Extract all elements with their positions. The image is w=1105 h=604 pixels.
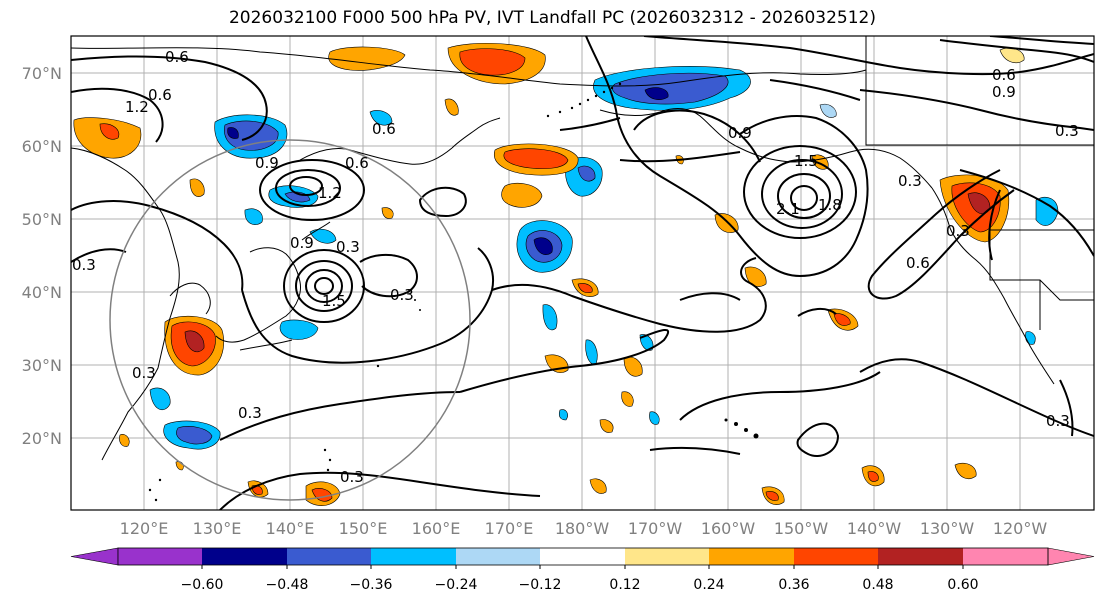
colorbar-segment (456, 548, 540, 565)
colorbar-segment (625, 548, 709, 565)
contour-label: 1.2 (125, 98, 149, 116)
colorbar-segment (287, 548, 371, 565)
contour-label: 0.6 (148, 86, 172, 104)
colorbar-segment (794, 548, 878, 565)
lon-label: 130°W (920, 519, 975, 538)
lat-label: 40°N (22, 283, 62, 302)
colorbar-segment (540, 548, 625, 565)
contour-label: 0.9 (728, 124, 752, 142)
pv-contours (71, 36, 1094, 510)
contour-label: 0.6 (992, 66, 1016, 84)
contour-label: 0.3 (898, 172, 922, 190)
lat-label: 60°N (22, 137, 62, 156)
contour-label: 0.3 (238, 404, 262, 422)
map-frame (70, 35, 1095, 511)
lat-label: 30°N (22, 356, 62, 375)
lon-label: 130°E (193, 519, 242, 538)
colorbar-segment (118, 548, 202, 565)
colorbar-tick-labels: −0.60 −0.48 −0.36 −0.24 −0.12 0.12 0.24 … (181, 577, 979, 593)
landfall-radius-circle (109, 139, 471, 501)
contour-label: 0.9 (255, 154, 279, 172)
colorbar-extend-min (70, 547, 119, 566)
lon-label: 170°W (628, 519, 683, 538)
lon-label: 170°E (485, 519, 534, 538)
colorbar-tick-label: 0.12 (609, 577, 640, 593)
lon-label: 160°E (412, 519, 461, 538)
contour-label: 0.3 (132, 364, 156, 382)
colorbar-tick-label: −0.12 (519, 577, 562, 593)
contour-label: 1.5 (794, 152, 818, 170)
colorbar-tick-label: −0.36 (350, 577, 393, 593)
colorbar-frame (117, 547, 1049, 566)
contour-label: 0.6 (165, 48, 189, 66)
lon-label: 150°W (774, 519, 829, 538)
contour-label: 1.5 (322, 292, 346, 310)
coastlines (71, 36, 1094, 461)
contour-label: 0.6 (372, 120, 396, 138)
colorbar-tick-label: −0.24 (435, 577, 478, 593)
lon-label: 140°W (847, 519, 902, 538)
lon-label: 150°E (339, 519, 388, 538)
contour-label: 0.6 (906, 254, 930, 272)
colorbar-segment (371, 548, 456, 565)
contour-label: 0.6 (345, 154, 369, 172)
contour-label: 0.3 (336, 238, 360, 256)
contour-label: 0.3 (946, 222, 970, 240)
lon-label: 120°E (120, 519, 169, 538)
lon-label: 160°W (701, 519, 756, 538)
contour-labels: 0.6 1.2 0.6 0.9 0.6 0.6 1.2 0.9 0.3 0.3 … (72, 48, 1079, 486)
contour-label: 0.3 (72, 256, 96, 274)
lon-label: 180°W (555, 519, 610, 538)
pv-anomaly-fills (73, 42, 1059, 506)
contour-label: 0.3 (390, 286, 414, 304)
lat-label: 20°N (22, 429, 62, 448)
colorbar-tick-label: 0.24 (693, 577, 724, 593)
colorbar (70, 547, 1095, 569)
map-plot-area (71, 36, 1094, 510)
colorbar-segment (202, 548, 287, 565)
colorbar-tick-label: 0.48 (862, 577, 893, 593)
colorbar-tick-label: 0.60 (947, 577, 978, 593)
colorbar-segment (963, 548, 1048, 565)
colorbar-extend-max (1047, 547, 1095, 566)
lon-label: 120°W (993, 519, 1048, 538)
island-chains (148, 82, 759, 502)
lon-label: 140°E (266, 519, 315, 538)
contour-label: 0.3 (340, 468, 364, 486)
longitude-labels: 120°E 130°E 140°E 150°E 160°E 170°E 180°… (120, 519, 1048, 538)
contour-label: 1.8 (818, 196, 842, 214)
contour-label: 0.9 (992, 83, 1016, 101)
lat-label: 50°N (22, 210, 62, 229)
map-title: 2026032100 F000 500 hPa PV, IVT Landfall… (228, 8, 876, 28)
contour-label: 2.1 (776, 200, 800, 218)
latitude-labels: 70°N 60°N 50°N 40°N 30°N 20°N (22, 64, 62, 448)
contour-label: 0.3 (1055, 122, 1079, 140)
colorbar-tick-label: −0.48 (266, 577, 309, 593)
colorbar-tick-label: −0.60 (181, 577, 224, 593)
colorbar-segment (878, 548, 963, 565)
lat-label: 70°N (22, 64, 62, 83)
contour-label: 1.2 (318, 184, 342, 202)
colorbar-segment (709, 548, 794, 565)
contour-label: 0.3 (1046, 412, 1070, 430)
colorbar-tick-label: 0.36 (778, 577, 809, 593)
contour-label: 0.9 (290, 234, 314, 252)
